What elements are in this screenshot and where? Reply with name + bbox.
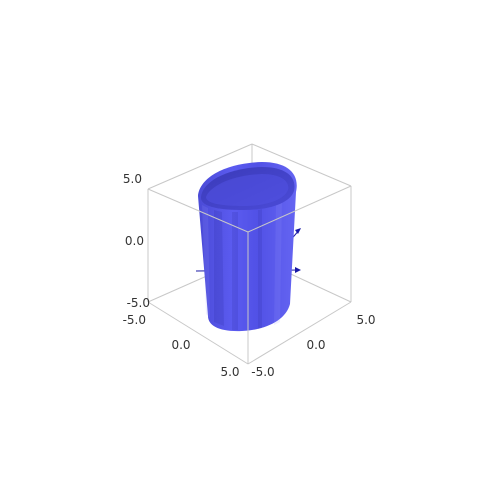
y-tick-labels: -5.0 0.0 5.0: [251, 313, 375, 379]
x-tick-labels: -5.0 0.0 5.0: [123, 313, 240, 379]
z-tick-label: -5.0: [127, 296, 150, 310]
z-tick-label: 0.0: [125, 234, 144, 248]
cylinder-surface: [198, 162, 297, 332]
x-tick-label: -5.0: [123, 313, 146, 327]
y-tick-label: -5.0: [251, 365, 274, 379]
x-tick-label: 5.0: [220, 365, 239, 379]
y-tick-label: 0.0: [306, 338, 325, 352]
z-tick-labels: 5.0 0.0 -5.0: [123, 172, 150, 310]
x-axis-arrow-icon: [295, 267, 301, 273]
x-tick-label: 0.0: [171, 338, 190, 352]
bounding-box-front: [147, 185, 352, 365]
y-axis-arrow-icon: [295, 228, 301, 234]
y-tick-label: 5.0: [356, 313, 375, 327]
z-tick-label: 5.0: [123, 172, 142, 186]
